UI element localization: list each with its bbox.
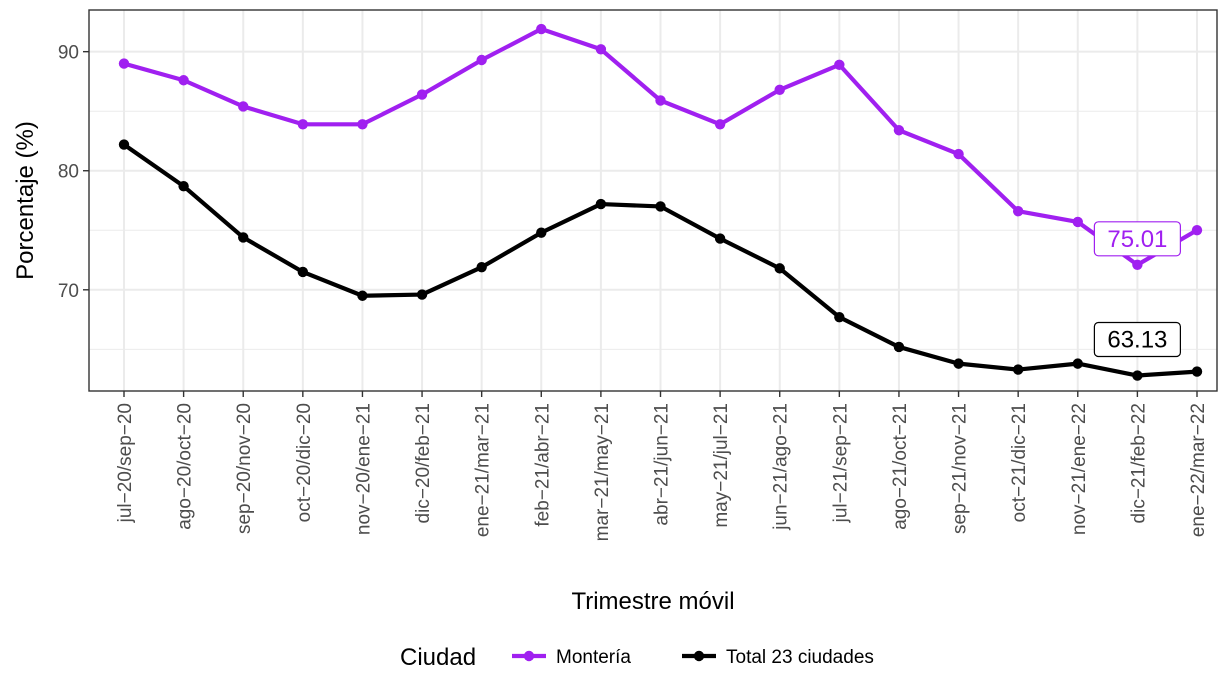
y-axis: 70 80 90 xyxy=(58,43,89,302)
end-label-box xyxy=(1093,321,1181,358)
data-point xyxy=(774,84,785,95)
series-0 xyxy=(118,23,1203,270)
panel-background xyxy=(89,10,1217,391)
x-tick-label: sep−21/nov−21 xyxy=(950,403,971,534)
legend-key-point xyxy=(693,650,705,662)
data-point xyxy=(595,198,607,210)
x-tick-label: jul−21/sep−21 xyxy=(830,403,851,523)
y-tick-label: 70 xyxy=(58,281,79,302)
data-point xyxy=(1072,358,1083,369)
grid-minor xyxy=(89,110,1217,350)
data-point xyxy=(953,148,964,160)
grid-major xyxy=(89,10,1217,391)
data-point xyxy=(893,125,905,136)
data-point xyxy=(1132,370,1143,381)
x-tick-label: ago−21/oct−21 xyxy=(890,403,911,530)
x-tick-label: dic−21/feb−22 xyxy=(1128,403,1149,523)
legend-label: Montería xyxy=(556,647,631,668)
data-point xyxy=(1191,366,1203,377)
x-tick-label: mar−21/may−21 xyxy=(592,403,613,541)
x-tick-label: jun−21/ago−21 xyxy=(771,403,792,531)
data-point xyxy=(357,119,368,130)
x-axis-title: Trimestre móvil xyxy=(571,588,734,615)
data-point xyxy=(536,227,547,238)
legend-label: Total 23 ciudades xyxy=(726,647,874,668)
end-label-text: 63.13 xyxy=(1107,327,1167,354)
data-point xyxy=(416,89,428,100)
data-point xyxy=(238,101,249,112)
x-tick-label: ene−22/mar−22 xyxy=(1188,403,1209,537)
data-point xyxy=(297,119,309,130)
data-point xyxy=(178,75,189,86)
data-point xyxy=(893,341,905,353)
data-point xyxy=(1012,206,1024,217)
plot-panel: 75.01 63.13 xyxy=(88,9,1218,392)
series-layer xyxy=(118,23,1203,381)
y-tick-label: 80 xyxy=(58,162,79,183)
data-point xyxy=(118,58,130,69)
data-point xyxy=(178,181,189,192)
data-point xyxy=(834,59,845,70)
data-point xyxy=(1132,259,1143,270)
legend-item-1: Total 23 ciudades xyxy=(682,647,874,668)
data-point xyxy=(834,311,845,323)
x-tick-label: abr−21/jun−21 xyxy=(652,403,673,526)
x-tick-label: nov−21/ene−22 xyxy=(1069,403,1090,535)
data-point xyxy=(714,233,726,244)
series-1 xyxy=(118,139,1203,381)
end-label-box xyxy=(1093,221,1181,257)
x-tick-label: ago−20/oct−20 xyxy=(175,403,196,530)
y-axis-title: Porcentaje (%) xyxy=(12,121,39,280)
data-point xyxy=(297,266,309,278)
x-tick-label: feb−21/abr−21 xyxy=(532,403,553,527)
x-axis: jul−20/sep−20 ago−20/oct−20 sep−20/nov−20 o… xyxy=(115,391,1209,541)
data-point xyxy=(357,290,368,301)
data-point xyxy=(595,44,607,55)
data-point xyxy=(238,232,249,243)
data-point xyxy=(714,119,726,130)
legend-key-point xyxy=(523,650,535,662)
panel-border xyxy=(88,9,1218,392)
legend-items: Montería Total 23 ciudades xyxy=(512,647,874,668)
x-tick-label: oct−20/dic−20 xyxy=(294,403,315,522)
legend-title: Ciudad xyxy=(400,644,476,671)
y-tick-label: 90 xyxy=(58,43,79,64)
legend: Ciudad Montería Total 23 ciudades xyxy=(400,644,874,671)
x-tick-label: ene−21/mar−21 xyxy=(473,403,494,537)
data-point xyxy=(118,139,130,150)
legend-item-0: Montería xyxy=(512,647,631,668)
end-labels: 75.01 63.13 xyxy=(1093,221,1181,358)
data-point xyxy=(655,201,666,212)
x-tick-label: oct−21/dic−21 xyxy=(1009,403,1030,522)
data-point xyxy=(655,95,666,106)
data-point xyxy=(1012,364,1024,375)
end-label-1: 63.13 xyxy=(1093,321,1181,358)
data-point xyxy=(536,23,547,35)
data-point xyxy=(774,263,785,274)
x-tick-label: sep−20/nov−20 xyxy=(234,403,255,534)
data-point xyxy=(476,54,487,66)
data-point xyxy=(1191,224,1203,236)
x-tick-label: dic−20/feb−21 xyxy=(413,403,434,523)
x-tick-label: nov−20/ene−21 xyxy=(353,403,374,535)
end-label-text: 75.01 xyxy=(1107,226,1167,253)
data-point xyxy=(953,358,964,369)
data-point xyxy=(416,289,428,300)
end-label-0: 75.01 xyxy=(1093,221,1181,257)
data-point xyxy=(1072,216,1083,228)
x-tick-label: may−21/jul−21 xyxy=(711,403,732,528)
data-point xyxy=(476,261,487,273)
x-tick-label: jul−20/sep−20 xyxy=(115,403,136,523)
